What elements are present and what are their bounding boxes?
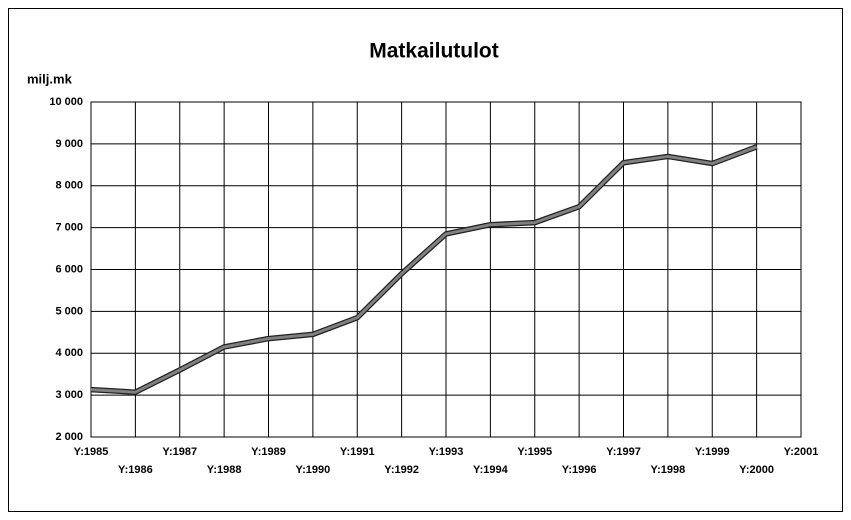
y-tick-label: 9 000 [55,138,83,150]
y-tick-label: 6 000 [55,263,83,275]
x-tick-label: Y:1995 [517,446,552,458]
y-tick-label: 8 000 [55,180,83,192]
x-tick-label: Y:1988 [207,464,242,476]
x-tick-label: Y:2000 [739,464,774,476]
frame [8,8,843,512]
x-tick-label: Y:1996 [562,464,597,476]
x-tick-label: Y:1985 [74,446,109,458]
y-tick-label: 5 000 [55,305,83,317]
y-tick-label: 3 000 [55,389,83,401]
line [90,145,758,394]
x-tick-label: Y:1986 [118,464,153,476]
x-tick-label: Y:1997 [606,446,641,458]
y-tick-label: 7 000 [55,222,83,234]
y-axis-label: milj.mk [27,71,73,86]
x-tick-label: Y:1992 [384,464,419,476]
y-tick-label: 4 000 [55,347,83,359]
x-tick-label: Y:1998 [651,464,686,476]
x-tick-label: Y:1987 [162,446,197,458]
chart-title: Matkailutulot [369,40,499,63]
x-tick-label: Y:1999 [695,446,730,458]
x-tick-label: Y:1993 [429,446,464,458]
x-tick-label: Y:1989 [251,446,286,458]
plot-border [90,101,802,438]
x-tick-label: Y:2001 [784,446,819,458]
x-tick-label: Y:1990 [296,464,331,476]
y-tick-label: 10 000 [49,96,83,108]
x-tick-label: Y:1994 [473,464,509,476]
x-tick-label: Y:1991 [340,446,375,458]
y-tick-label: 2 000 [55,431,83,443]
